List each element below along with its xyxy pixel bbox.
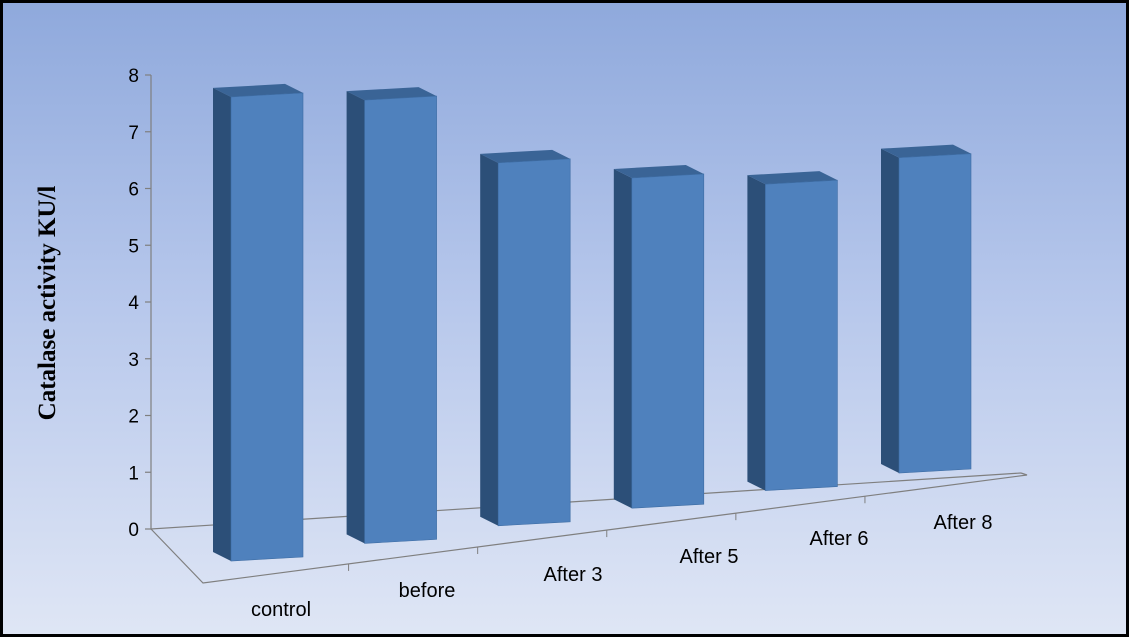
bar-side-face <box>346 91 365 544</box>
y-tick-label: 2 <box>128 407 139 428</box>
x-tick-label: After 5 <box>680 546 739 568</box>
y-tick-label: 4 <box>128 293 139 314</box>
bar-front-face <box>230 92 304 562</box>
y-axis-label: Catalase activity KU/l <box>34 186 61 421</box>
x-tick-label: After 3 <box>544 564 603 586</box>
y-tick-label: 7 <box>128 123 139 144</box>
y-tick-label: 0 <box>128 520 139 541</box>
bar-front-face <box>364 95 437 544</box>
bar-top-face <box>346 87 437 101</box>
bar-front-face <box>898 153 972 474</box>
bar-after-3 <box>480 149 571 527</box>
bar-before <box>346 87 437 544</box>
x-tick-label: After 6 <box>810 528 869 550</box>
bar-side-face <box>213 87 231 562</box>
y-tick-label: 5 <box>128 236 139 257</box>
bar-chart: 0 1 2 3 4 5 6 7 8 control before After 3 After 5 Aft… <box>3 3 1126 634</box>
floor-front-edge <box>150 472 1028 584</box>
y-tick-label: 6 <box>128 180 139 201</box>
bar-control <box>213 83 304 562</box>
x-axis-ticks: control before After 3 After 5 After 6 After … <box>251 496 992 621</box>
x-tick-label: before <box>399 580 456 602</box>
bar-front-face <box>765 179 838 491</box>
bar-front-face <box>631 173 705 509</box>
y-axis-ticks: 0 1 2 3 4 5 6 7 8 <box>128 66 151 541</box>
y-tick-label: 8 <box>128 66 139 87</box>
bar-after-8 <box>881 144 972 474</box>
x-tick-label: control <box>251 599 311 621</box>
bar-front-face <box>497 158 571 527</box>
bar-side-face <box>747 175 766 491</box>
bar-after-5 <box>613 164 705 509</box>
bar-top-face <box>613 164 704 178</box>
bar-top-face <box>881 144 971 158</box>
bar-side-face <box>881 148 899 473</box>
x-tick-label: After 8 <box>934 512 993 534</box>
bar-side-face <box>480 153 499 526</box>
bar-after-6 <box>747 171 838 491</box>
bar-side-face <box>613 168 632 509</box>
bar-top-face <box>480 149 571 163</box>
y-tick-label: 1 <box>128 463 139 484</box>
bars <box>213 83 972 562</box>
bar-top-face <box>213 83 303 97</box>
bar-top-face <box>747 171 838 185</box>
y-tick-label: 3 <box>128 350 139 371</box>
